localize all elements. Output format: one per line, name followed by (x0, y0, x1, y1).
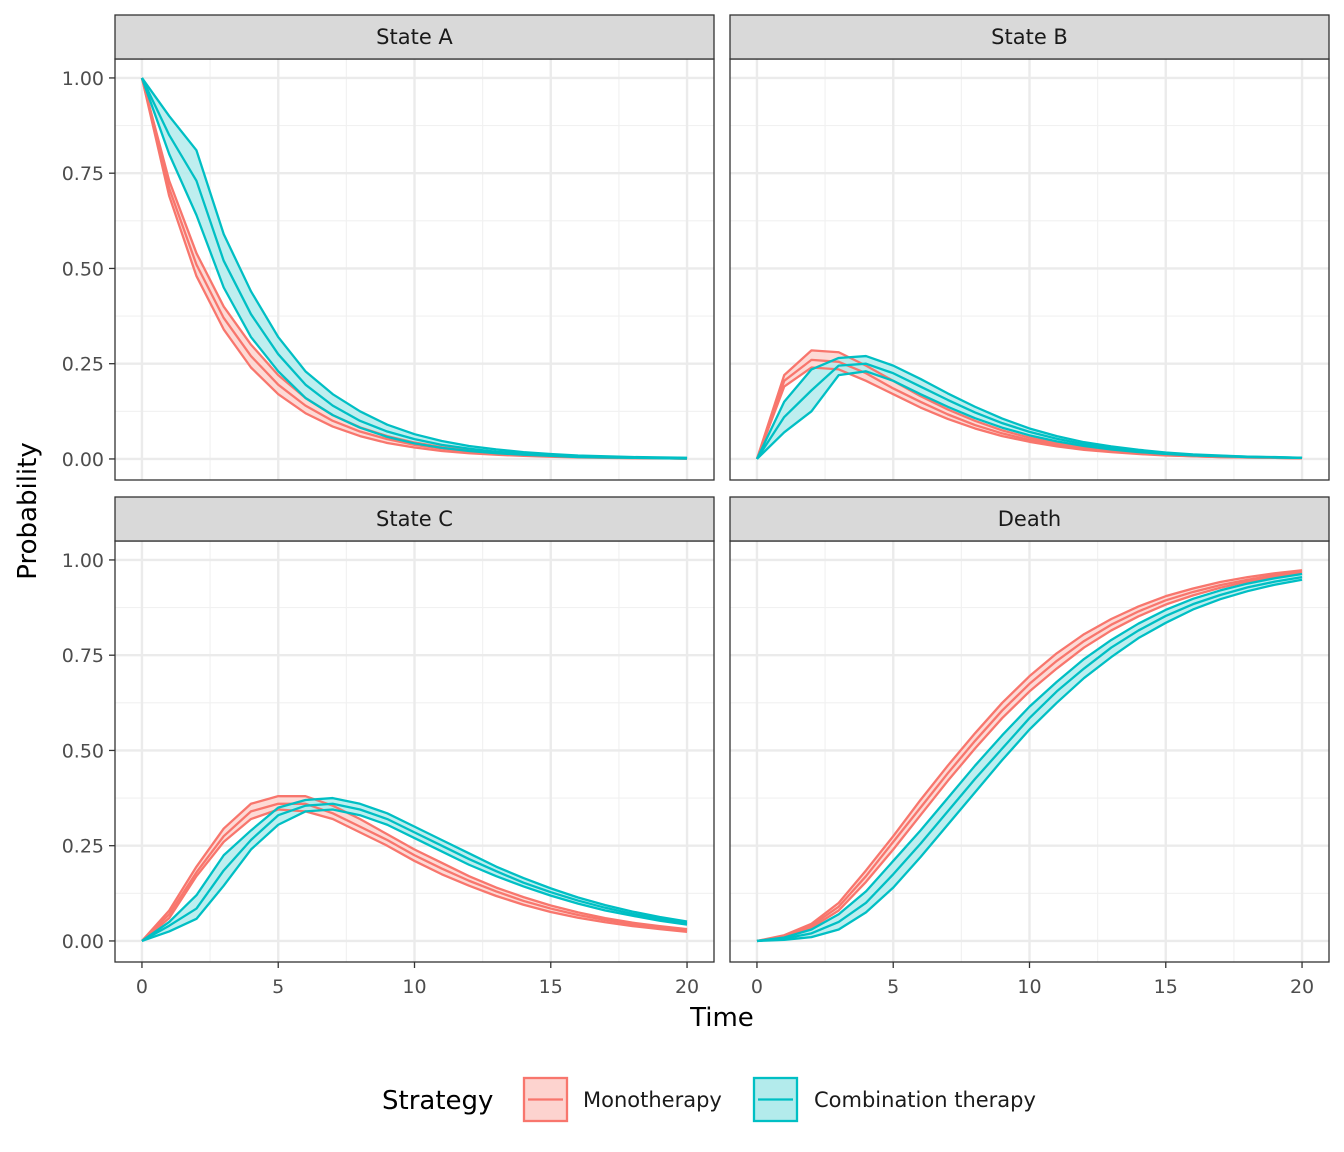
x-axis-title: Time (689, 1003, 754, 1033)
y-tick-label: 0.75 (62, 163, 104, 185)
panel-state-c: State C 0.00 0.25 0.50 0.75 1.00 0 5 10 15 20 (62, 496, 715, 998)
strip-label: State C (376, 507, 453, 531)
x-tick-label: 20 (675, 976, 699, 998)
panel-state-b: State B (729, 14, 1330, 481)
y-tick-label: 1.00 (62, 68, 104, 90)
line-monotherapy-lower (141, 808, 688, 942)
y-axis-title: Probability (13, 442, 43, 579)
strip-label: Death (998, 507, 1062, 531)
x-tick-label: 15 (539, 976, 563, 998)
line-monotherapy-mean (141, 802, 688, 942)
strip-background (729, 496, 1330, 542)
y-tick-label: 0.00 (62, 449, 104, 471)
x-tick-label: 5 (272, 976, 284, 998)
line-monotherapy-upper (141, 795, 688, 942)
panel-state-a: State A 0.00 0.25 0.50 0.75 1.00 (62, 14, 715, 481)
y-tick-label: 0.00 (62, 931, 104, 953)
line-combination-therapy-mean (756, 575, 1303, 943)
line-monotherapy-upper (756, 569, 1303, 943)
line-combination-therapy-lower (141, 808, 688, 943)
strip-background (114, 14, 715, 60)
line-combination-therapy-lower (756, 578, 1303, 943)
x-tick-label: 0 (136, 976, 148, 998)
line-monotherapy-mean (756, 570, 1303, 943)
strip-label: State B (991, 25, 1068, 49)
x-tick-label: 5 (887, 976, 899, 998)
y-tick-label: 0.75 (62, 645, 104, 667)
strip-label: State A (376, 25, 453, 49)
legend-item-monotherapy: Monotherapy (522, 1076, 722, 1123)
line-combination-therapy-upper (756, 572, 1303, 943)
line-combination-therapy-upper (755, 354, 1303, 460)
x-tick-label: 10 (402, 976, 426, 998)
x-tick-label: 0 (751, 976, 763, 998)
strip-background (729, 14, 1330, 60)
line-combination-therapy-upper (141, 796, 688, 942)
legend-title: Strategy (382, 1086, 493, 1116)
x-tick-label: 20 (1290, 976, 1314, 998)
legend-item-combination-therapy: Combination therapy (752, 1076, 1036, 1123)
line-monotherapy-lower (756, 572, 1303, 943)
line-combination-therapy-upper (141, 77, 688, 459)
legend-label: Monotherapy (583, 1088, 722, 1112)
ribbon-combination-therapy (141, 77, 688, 459)
strip-background (114, 496, 715, 542)
y-tick-label: 0.25 (62, 354, 104, 376)
y-tick-label: 0.25 (62, 836, 104, 858)
x-tick-label: 15 (1154, 976, 1178, 998)
line-combination-therapy-mean (141, 802, 688, 942)
legend: Strategy Monotherapy Combination therapy (382, 1076, 1036, 1123)
y-tick-label: 0.50 (62, 258, 104, 280)
legend-label: Combination therapy (814, 1088, 1036, 1112)
panel-death: Death 0 5 10 15 20 (729, 496, 1330, 998)
x-tick-label: 10 (1017, 976, 1041, 998)
y-tick-label: 1.00 (62, 550, 104, 572)
y-tick-label: 0.50 (62, 740, 104, 762)
